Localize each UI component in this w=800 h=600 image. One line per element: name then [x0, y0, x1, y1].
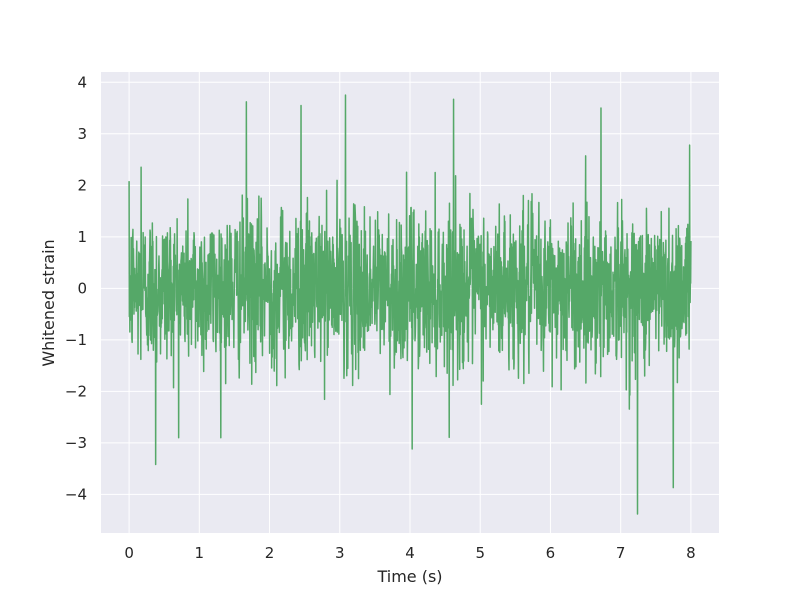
- y-tick-labels: 4 3 2 1 0 −1 −2 −3 −4: [65, 73, 87, 503]
- y-tick-label: 0: [77, 279, 87, 297]
- y-tick-label: −2: [65, 382, 87, 400]
- series-group: [128, 94, 692, 515]
- x-tick-label: 8: [686, 544, 696, 562]
- y-tick-label: 3: [77, 125, 87, 143]
- y-axis-label: Whitened strain: [39, 239, 58, 366]
- x-tick-label: 5: [475, 544, 485, 562]
- x-tick-label: 2: [265, 544, 275, 562]
- x-tick-label: 4: [405, 544, 415, 562]
- x-tick-label: 7: [616, 544, 626, 562]
- y-tick-label: 2: [77, 176, 87, 194]
- x-tick-label: 6: [546, 544, 556, 562]
- x-tick-label: 3: [335, 544, 345, 562]
- y-tick-label: −1: [65, 331, 87, 349]
- series-line: [128, 94, 692, 515]
- x-tick-labels: 0 1 2 3 4 5 6 7 8: [124, 544, 695, 562]
- x-tick-label: 0: [124, 544, 134, 562]
- x-axis-label: Time (s): [376, 567, 442, 586]
- x-tick-label: 1: [195, 544, 205, 562]
- y-tick-label: 1: [77, 228, 87, 246]
- y-tick-label: 4: [77, 73, 87, 91]
- y-tick-label: −4: [65, 485, 87, 503]
- y-tick-label: −3: [65, 434, 87, 452]
